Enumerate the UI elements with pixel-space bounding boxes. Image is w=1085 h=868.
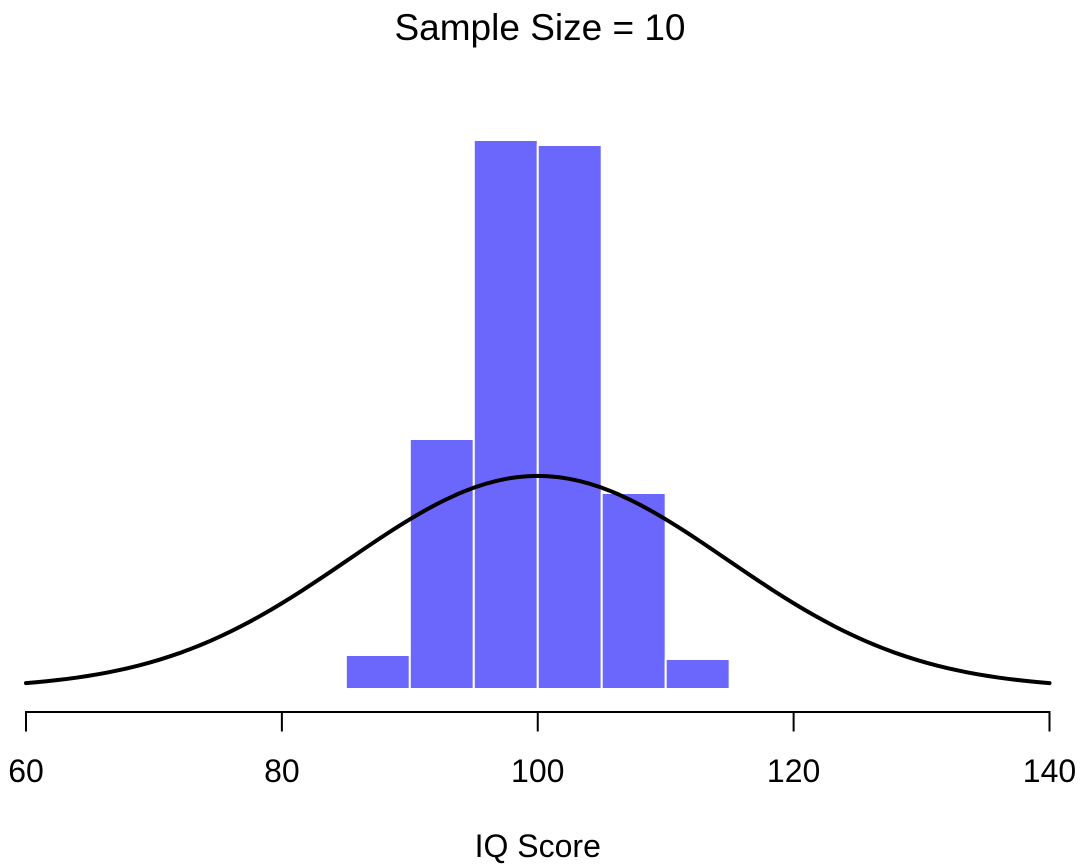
svg-text:Sample Size = 10: Sample Size = 10 [394, 7, 685, 48]
svg-text:140: 140 [1023, 753, 1076, 789]
svg-text:80: 80 [264, 753, 300, 789]
svg-text:120: 120 [767, 753, 820, 789]
svg-text:100: 100 [511, 753, 564, 789]
svg-text:60: 60 [8, 753, 44, 789]
svg-text:IQ Score: IQ Score [475, 828, 601, 864]
